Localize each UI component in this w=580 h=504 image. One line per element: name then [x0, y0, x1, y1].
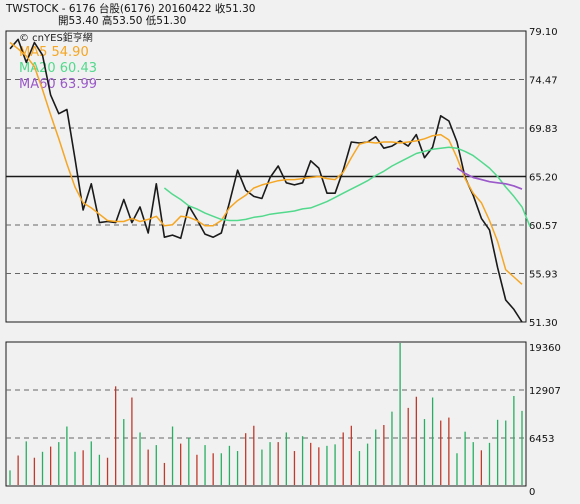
price-y-axis: 79.10 74.47 69.83 65.20 60.57 55.93 51.30	[529, 27, 558, 329]
volume-panel-frame	[5, 341, 527, 487]
price-tick-label: 60.57	[529, 221, 558, 232]
legend-ma20: MA20 60.43	[19, 61, 97, 76]
price-series	[9, 38, 531, 323]
series-line-ma20	[163, 146, 531, 227]
price-tick-label: 69.83	[529, 124, 558, 135]
legend-ma5: MA5 54.90	[19, 45, 89, 60]
volume-bars	[9, 343, 523, 485]
price-tick-label: 74.47	[529, 75, 558, 86]
header-line-2: 開53.40 高53.50 低51.30	[58, 14, 186, 27]
price-tick-label: 51.30	[529, 318, 558, 329]
legend-ma60: MA60 63.99	[19, 77, 97, 92]
volume-y-axis: 19360 12907 6453 0	[529, 343, 561, 498]
watermark-cnyes: © cnYES鉅亨網	[19, 31, 93, 44]
volume-gridlines	[6, 389, 526, 439]
volume-tick-label: 12907	[529, 386, 561, 397]
series-line-	[9, 38, 523, 323]
header-line-1: TWSTOCK - 6176 台股(6176) 20160422 收51.30	[5, 2, 255, 15]
price-tick-label: 79.10	[529, 27, 558, 38]
series-line-ma5	[9, 41, 523, 285]
volume-tick-label: 6453	[529, 434, 554, 445]
price-tick-label: 65.20	[529, 173, 558, 184]
volume-tick-label: 0	[529, 487, 535, 498]
series-line-ma60	[456, 167, 523, 190]
volume-tick-label: 19360	[529, 343, 561, 354]
price-gridlines	[6, 78, 526, 275]
price-tick-label: 55.93	[529, 270, 558, 281]
